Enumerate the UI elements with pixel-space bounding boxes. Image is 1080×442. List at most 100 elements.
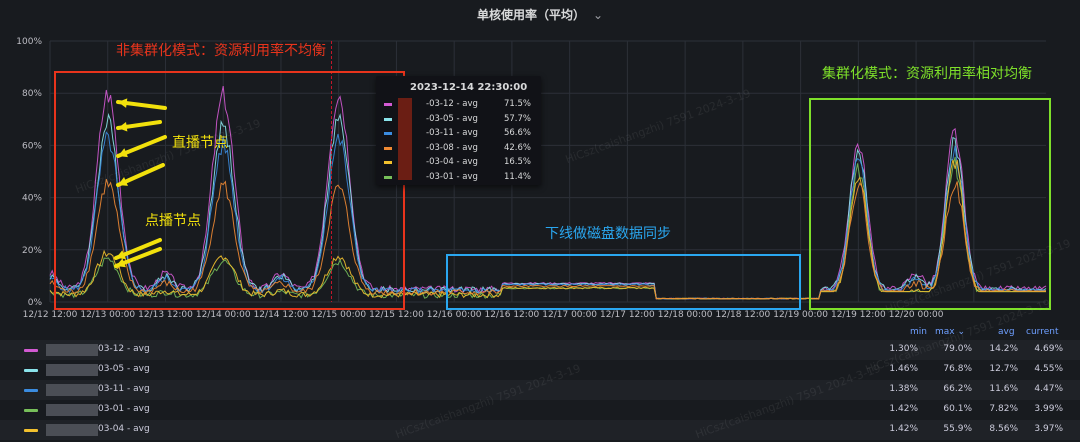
- arrow-head-icon: [118, 177, 128, 186]
- blue-annotation-box: [446, 254, 801, 310]
- tooltip-series-name: -03-04 - avg: [426, 157, 478, 167]
- tooltip-series-name: -03-01 - avg: [426, 171, 478, 182]
- series-line[interactable]: [49, 159, 1046, 300]
- x-tick-label: 12/18 00:00: [658, 310, 713, 320]
- tooltip-series-value: 16.5%: [503, 157, 531, 167]
- x-tick-label: 12/17 12:00: [600, 310, 655, 320]
- legend-series-name[interactable]: 03-01 - avg: [98, 404, 150, 414]
- tooltip-row: -03-08 - avg 42.6%: [376, 142, 541, 156]
- x-tick-label: 12/20 00:00: [889, 310, 944, 320]
- legend-series-name[interactable]: 03-11 - avg: [98, 384, 150, 394]
- red-annotation-box: [54, 71, 405, 310]
- legend-series-name[interactable]: 03-04 - avg: [98, 424, 150, 434]
- legend-avg: 12.7%: [989, 364, 1018, 374]
- legend-row[interactable]: 03-05 - avg 1.46% 76.8% 12.7% 4.55%: [0, 360, 1080, 380]
- y-tick-label: 0%: [28, 298, 43, 308]
- x-tick-label: 12/19 00:00: [773, 310, 828, 320]
- tooltip-series-value: 56.6%: [503, 128, 531, 138]
- vod-node-label: 点播节点: [145, 213, 201, 229]
- tooltip-row: -03-12 - avg 71.5%: [376, 98, 541, 112]
- legend-series-name[interactable]: 03-12 - avg: [98, 344, 150, 354]
- series-swatch: [384, 146, 392, 150]
- tooltip-row: -03-04 - avg 16.5%: [376, 156, 541, 170]
- legend-row[interactable]: 03-04 - avg 1.42% 55.9% 8.56% 3.97%: [0, 420, 1080, 440]
- arrow-head-icon: [116, 258, 126, 268]
- x-tick-label: 12/18 12:00: [716, 310, 771, 320]
- legend-table: min max ⌄ avg current 03-12 - avg 1.30% 79…: [0, 326, 1080, 440]
- line-chart: 0% 20% 40% 60% 80% 100% 12/12 12:00 12/13 00:00…: [16, 37, 1051, 320]
- tooltip-row: -03-11 - avg 56.6%: [376, 127, 541, 141]
- x-tick-label: 12/13 00:00: [80, 310, 135, 320]
- y-tick-label: 40%: [22, 194, 42, 204]
- y-tick-label: 100%: [16, 37, 42, 47]
- series-swatch: [384, 132, 392, 135]
- legend-max: 60.1%: [943, 404, 972, 414]
- chart-tooltip: 2023-12-14 22:30:00 -03-12 - avg 71.5% -03…: [376, 76, 541, 185]
- arrow-head-icon: [118, 122, 128, 132]
- legend-max: 66.2%: [943, 384, 972, 394]
- arrow-head-icon: [118, 148, 128, 158]
- legend-current: 4.55%: [1034, 364, 1063, 374]
- series-swatch: [384, 117, 392, 121]
- legend-min: 1.38%: [889, 384, 918, 394]
- legend-header-max[interactable]: max ⌄: [935, 327, 966, 337]
- x-tick-label: 12/12 12:00: [23, 310, 78, 320]
- legend-row[interactable]: 03-11 - avg 1.38% 66.2% 11.6% 4.47%: [0, 380, 1080, 400]
- x-tick-label: 12/13 12:00: [138, 310, 193, 320]
- legend-header-current[interactable]: current: [1026, 327, 1059, 337]
- tooltip-row: -03-01 - avg 11.4%: [376, 171, 541, 185]
- chevron-down-icon[interactable]: ⌄: [592, 8, 604, 22]
- legend-header-avg[interactable]: avg: [998, 327, 1015, 337]
- red-annotation-label: 非集群化模式：资源利用率不均衡: [116, 42, 326, 59]
- legend-row[interactable]: 03-01 - avg 1.42% 60.1% 7.82% 3.99%: [0, 400, 1080, 420]
- x-tick-label: 12/19 12:00: [831, 310, 886, 320]
- tooltip-row: -03-05 - avg 57.7%: [376, 113, 541, 127]
- y-tick-label: 20%: [22, 246, 42, 256]
- legend-min: 1.30%: [889, 344, 918, 354]
- legend-series-name[interactable]: 03-05 - avg: [98, 364, 150, 374]
- series-line[interactable]: [49, 178, 1047, 300]
- legend-avg: 7.82%: [989, 404, 1018, 414]
- legend-current: 4.47%: [1034, 384, 1063, 394]
- legend-row[interactable]: 03-12 - avg 1.30% 79.0% 14.2% 4.69%: [0, 340, 1080, 360]
- y-tick-label: 60%: [22, 141, 42, 151]
- legend-max: 55.9%: [943, 424, 972, 434]
- arrow-head-icon: [116, 250, 126, 260]
- tooltip-series-name: -03-11 - avg: [426, 128, 478, 138]
- series-swatch: [24, 389, 38, 392]
- x-tick-label: 12/14 12:00: [254, 310, 309, 320]
- tooltip-time: 2023-12-14 22:30:00: [410, 82, 528, 93]
- tooltip-redaction: [398, 98, 412, 180]
- legend-min: 1.46%: [889, 364, 918, 374]
- x-tick-label: 12/14 00:00: [196, 310, 251, 320]
- series-swatch: [24, 429, 38, 432]
- tooltip-series-value: 11.4%: [503, 171, 531, 182]
- legend-header-min[interactable]: min: [910, 327, 927, 337]
- legend-current: 3.97%: [1034, 424, 1063, 434]
- legend-min: 1.42%: [889, 404, 918, 414]
- panel-title[interactable]: 单核使用率（平均） ⌄: [476, 8, 604, 22]
- series-line[interactable]: [49, 86, 1047, 300]
- tooltip-series-value: 42.6%: [503, 142, 531, 153]
- x-tick-label: 12/16 00:00: [427, 310, 482, 320]
- legend-avg: 11.6%: [989, 384, 1018, 394]
- live-node-label: 直播节点: [172, 134, 228, 151]
- tooltip-series-name: -03-08 - avg: [426, 142, 478, 153]
- legend-avg: 8.56%: [989, 424, 1018, 434]
- tooltip-series-name: -03-12 - avg: [426, 99, 478, 109]
- legend-header: min max ⌄ avg current: [0, 326, 1080, 340]
- series-line[interactable]: [49, 131, 1046, 300]
- legend-min: 1.42%: [889, 424, 918, 434]
- tooltip-series-value: 71.5%: [503, 99, 531, 109]
- x-tick-label: 12/15 00:00: [311, 310, 366, 320]
- green-annotation-label: 集群化模式：资源利用率相对均衡: [822, 65, 1032, 82]
- legend-max: 79.0%: [943, 344, 972, 354]
- redacted-name: [46, 344, 98, 356]
- series-swatch: [24, 369, 38, 372]
- x-tick-label: 12/15 12:00: [369, 310, 424, 320]
- green-annotation-box: [809, 98, 1051, 310]
- redacted-name: [46, 404, 98, 416]
- tooltip-series-name: -03-05 - avg: [426, 113, 478, 124]
- series-swatch: [24, 349, 38, 352]
- series-swatch: [384, 103, 392, 106]
